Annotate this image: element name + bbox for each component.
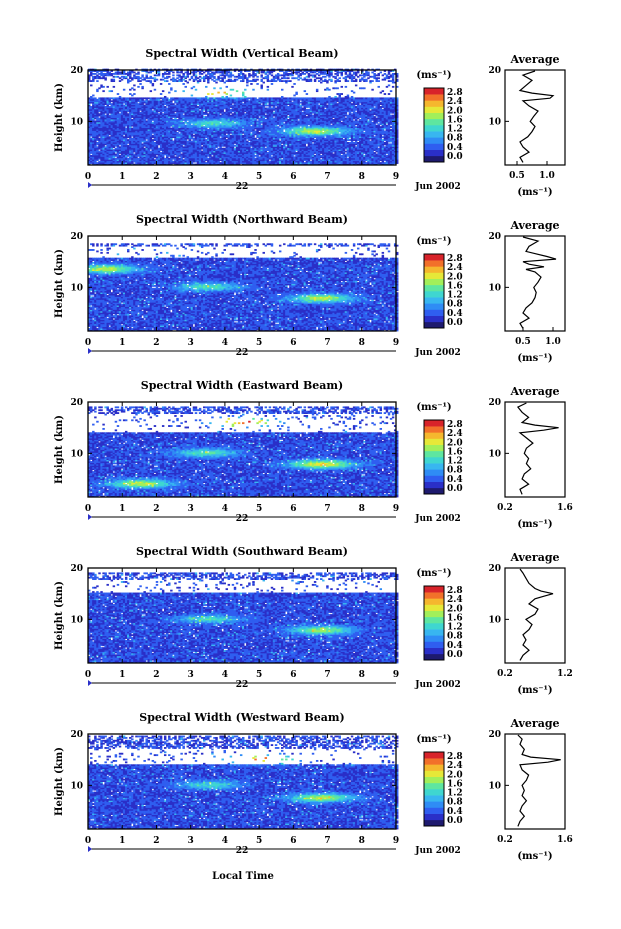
y-axis-label: Height (km)	[54, 83, 65, 152]
chart-title: Spectral Width (Vertical Beam)	[145, 47, 338, 60]
chart-panel-1: Spectral Width (Vertical Beam) Height (km…	[54, 47, 565, 198]
heatmap-cells	[88, 69, 398, 166]
